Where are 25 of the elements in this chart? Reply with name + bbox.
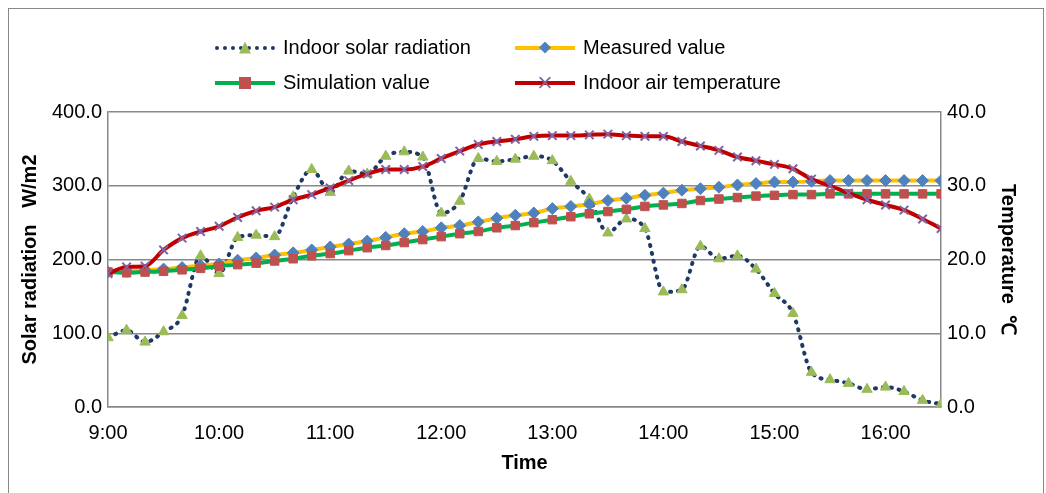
y2-tick-label: 0.0 <box>947 394 975 417</box>
y2-axis-title: Temperature ℃ <box>998 184 1021 335</box>
y-tick-label: 200.0 <box>51 247 103 270</box>
y2-tick-label: 10.0 <box>947 320 987 343</box>
y-tick-label: 100.0 <box>51 320 103 343</box>
x-axis-title: Time <box>501 450 548 473</box>
y-tick-label: 300.0 <box>51 173 103 196</box>
legend-label: Indoor air temperature <box>583 71 781 94</box>
x-tick-label: 10:00 <box>194 420 245 443</box>
y-tick-label: 400.0 <box>51 99 103 122</box>
y-axis-title: Solar radiation W/m2 <box>17 154 40 365</box>
y2-tick-label: 40.0 <box>947 99 987 122</box>
y2-tick-label: 20.0 <box>947 247 987 270</box>
legend-label: Simulation value <box>283 71 430 94</box>
x-tick-label: 13:00 <box>527 420 578 443</box>
x-tick-label: 9:00 <box>88 420 128 443</box>
y2-tick-label: 30.0 <box>947 173 987 196</box>
x-tick-label: 14:00 <box>638 420 689 443</box>
legend-label: Indoor solar radiation <box>283 36 471 59</box>
x-tick-label: 11:00 <box>305 420 355 443</box>
legend-label: Measured value <box>583 36 726 59</box>
y-tick-label: 0.0 <box>74 394 103 417</box>
x-tick-label: 16:00 <box>860 420 911 443</box>
x-tick-label: 12:00 <box>416 420 467 443</box>
x-tick-label: 15:00 <box>749 420 800 443</box>
